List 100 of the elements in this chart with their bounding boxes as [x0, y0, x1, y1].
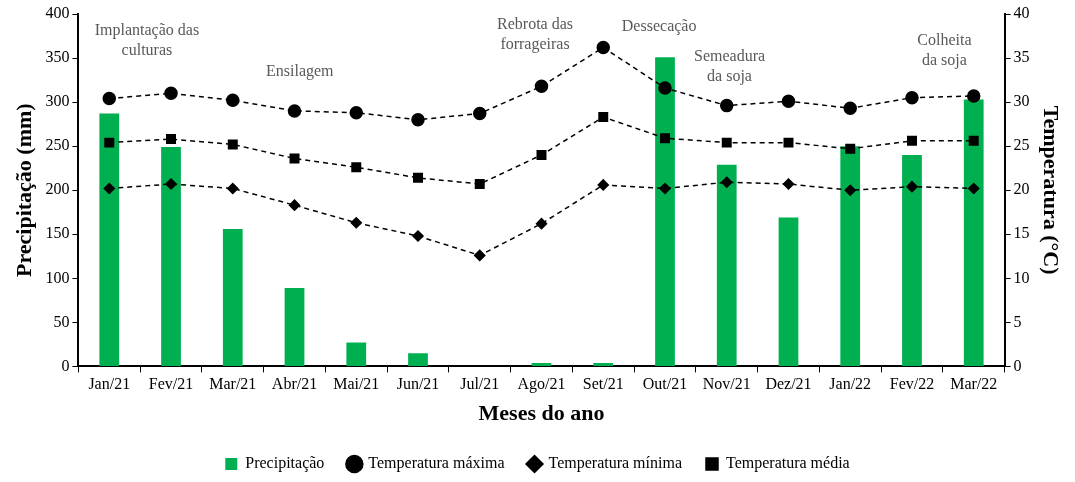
point [781, 94, 796, 108]
point [103, 182, 116, 195]
bar [593, 362, 614, 366]
annotation: Semeadura da soja [693, 47, 766, 86]
annotation: Ensilagem [265, 62, 335, 81]
point [104, 137, 115, 148]
y2-tick-label: 5 [1013, 312, 1022, 330]
point [411, 112, 425, 127]
bar [902, 154, 922, 366]
annotation: Rebrota das forrageiras [497, 15, 574, 54]
y-tick-label: 300 [45, 92, 70, 110]
legend-label: Temperatura máxima [368, 454, 505, 473]
point [287, 104, 302, 118]
x-axis-title: Meses do ano [478, 400, 605, 426]
bar [963, 99, 984, 366]
point [659, 182, 671, 195]
point [474, 249, 486, 262]
x-tick-label: Ago/21 [517, 375, 566, 394]
y2-tick-label: 40 [1013, 4, 1030, 22]
x-tick-label: Fev/22 [889, 375, 935, 393]
y-tick-label: 100 [45, 268, 70, 286]
legend-label: Precipitação [245, 454, 325, 473]
y2-tick-label: 20 [1013, 180, 1030, 198]
legend-label: Temperatura mínima [548, 454, 683, 473]
x-tick-label: Mar/21 [209, 375, 257, 393]
bar [840, 146, 861, 366]
point [720, 176, 733, 189]
point [535, 217, 548, 230]
y-tick-label: 50 [53, 312, 70, 330]
point [474, 179, 485, 190]
point [165, 178, 177, 190]
y2-tick-label: 15 [1013, 224, 1030, 242]
y-tick-label: 350 [45, 48, 70, 66]
point [412, 230, 424, 242]
x-tick-label: Set/21 [582, 375, 624, 393]
x-tick-label: Abr/21 [271, 375, 318, 393]
x-tick-label: Fev/21 [148, 375, 194, 393]
y-tick-label: 250 [45, 136, 70, 154]
bar [99, 113, 120, 366]
y2-tick-label: 25 [1013, 136, 1030, 154]
bar [284, 287, 305, 366]
bar [408, 353, 428, 366]
point [164, 86, 178, 101]
point [166, 134, 177, 145]
point [102, 91, 117, 106]
x-tick-label: Mai/21 [333, 375, 380, 393]
y2-tick-label: 10 [1013, 268, 1030, 286]
bar [222, 228, 243, 366]
point [596, 40, 610, 55]
x-tick-label: Nov/21 [702, 375, 751, 393]
bar [716, 164, 737, 366]
x-tick-label: Jul/21 [460, 375, 500, 393]
point [660, 133, 670, 144]
point [783, 137, 794, 148]
point [966, 89, 981, 103]
y-tick-label: 400 [45, 4, 70, 22]
point [288, 199, 301, 211]
point [721, 137, 732, 148]
bar [778, 217, 799, 366]
point [289, 153, 300, 164]
x-tick-label: Mar/22 [950, 375, 998, 393]
y2-axis-title: Temperatura (°C) [1039, 105, 1065, 275]
bar [655, 57, 675, 366]
y-tick-label: 0 [61, 356, 70, 374]
point [534, 79, 549, 93]
point [905, 90, 919, 105]
bar [531, 362, 552, 366]
point [906, 180, 918, 193]
legend-label: Temperatura média [726, 454, 850, 473]
point [782, 178, 795, 190]
y-axis-title: Precipitação (mm) [10, 103, 36, 278]
y2-tick-label: 0 [1013, 356, 1022, 374]
y-tick-label: 200 [45, 180, 70, 198]
point [227, 182, 239, 195]
x-tick-label: Jan/21 [88, 375, 131, 393]
x-tick-label: Out/21 [642, 375, 688, 393]
y2-tick-label: 30 [1013, 92, 1030, 110]
bar [161, 147, 181, 366]
x-tick-label: Dez/21 [765, 375, 812, 393]
point [351, 162, 362, 173]
point [349, 105, 364, 120]
y-tick-label: 150 [45, 224, 70, 242]
bar [346, 342, 367, 366]
point [843, 101, 857, 116]
point [844, 184, 856, 196]
point [845, 143, 856, 154]
point [227, 139, 238, 150]
annotation: Implantação das culturas [94, 20, 200, 58]
point [719, 98, 734, 113]
point [967, 182, 980, 195]
point [226, 93, 240, 108]
point [473, 106, 487, 121]
x-tick-label: Jan/22 [829, 375, 872, 393]
y2-tick-label: 35 [1013, 48, 1030, 66]
x-tick-label: Jun/21 [396, 375, 440, 393]
point [350, 217, 363, 229]
annotation: Colheita da soja [917, 31, 972, 70]
point [597, 179, 609, 191]
point [598, 112, 609, 123]
point [536, 149, 547, 160]
